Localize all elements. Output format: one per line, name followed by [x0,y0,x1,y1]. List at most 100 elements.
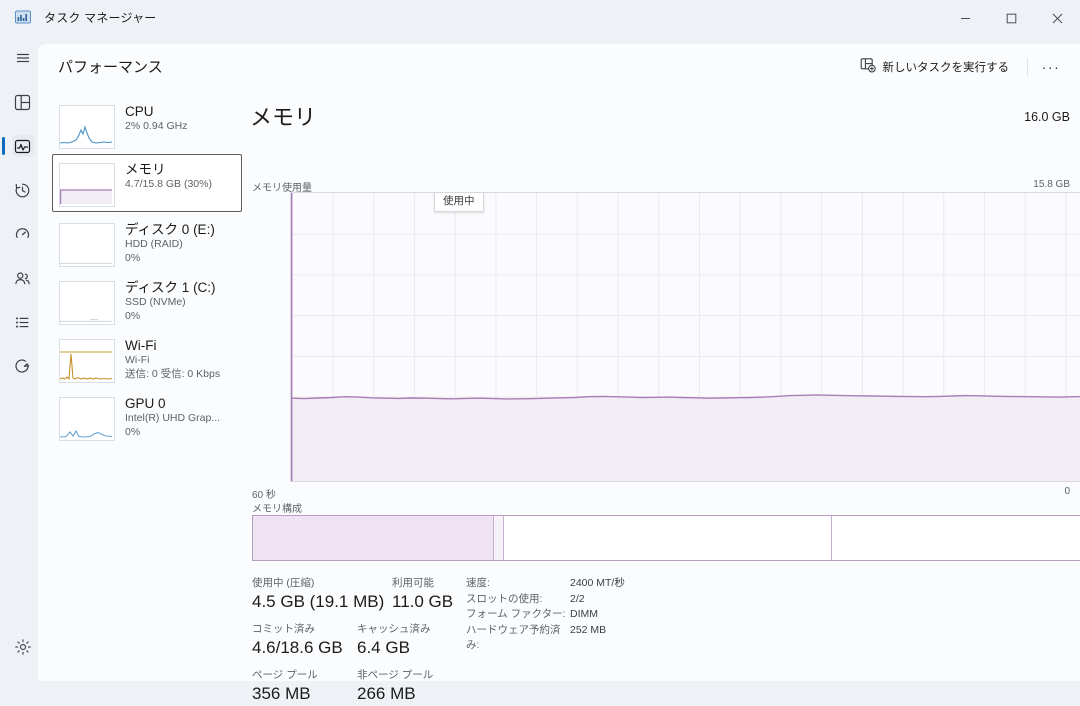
device-item-gpu0[interactable]: GPU 0 Intel(R) UHD Grap... 0% [52,388,242,444]
memory-usage-graph[interactable]: 使用中 [290,192,1080,482]
nav-services[interactable] [0,344,45,388]
memory-title: メモリ [250,105,317,130]
disk0-thumbnail-graph [59,223,115,267]
spec-row-form-factor: フォーム ファクター: DIMM [466,607,625,623]
device-item-memory[interactable]: メモリ 4.7/15.8 GB (30%) [52,154,242,212]
device-name-disk0: ディスク 0 (E:) [125,222,215,237]
stat-cached: キャッシュ済み 6.4 GB [357,622,431,660]
stat-nonpaged-pool-value: 266 MB [357,684,416,703]
device-sub2-disk0: 0% [125,251,141,264]
spec-value-speed: 2400 MT/秒 [570,577,625,589]
clock-history-icon [12,179,34,201]
device-item-wifi[interactable]: Wi-Fi Wi-Fi 送信: 0 受信: 0 Kbps [52,330,242,386]
page-title: パフォーマンス [58,59,163,76]
stat-committed-label: コミット済み [252,623,315,635]
nav-hamburger[interactable] [0,36,45,80]
disk1-thumbnail-graph [59,281,115,325]
title-bar: タスク マネージャー [0,0,1080,36]
stat-available-value: 11.0 GB [392,592,454,611]
device-sub1-cpu: 2% 0.94 GHz [125,120,188,132]
gpu0-thumbnail-graph [59,397,115,441]
spec-row-slots: スロットの使用: 2/2 [466,592,625,608]
device-sub1-disk1: SSD (NVMe) [125,296,186,308]
memory-stats: 使用中 (圧縮) 4.5 GB (19.1 MB) 利用可能 11.0 GB コ… [252,576,1080,703]
more-options-button[interactable]: ··· [1041,58,1061,75]
stat-available: 利用可能 11.0 GB [392,576,453,614]
title-bar-left: タスク マネージャー [14,8,157,26]
device-sub2-wifi: 送信: 0 受信: 0 Kbps [125,367,221,380]
list-details-icon [12,311,34,333]
device-sub1-wifi: Wi-Fi [125,354,150,366]
memory-stats-columns: 使用中 (圧縮) 4.5 GB (19.1 MB) 利用可能 11.0 GB コ… [252,576,1080,703]
graph-axis-left: 60 秒 [252,490,276,501]
spec-value-form-factor: DIMM [570,608,598,620]
nav-startup-apps[interactable] [0,212,45,256]
nav-performance[interactable] [0,124,45,168]
stat-paged-pool-value: 356 MB [252,684,311,703]
stat-nonpaged-pool-label: 非ページ プール [357,669,434,681]
wifi-thumbnail-graph [59,339,115,383]
stat-committed: コミット済み 4.6/18.6 GB [252,622,343,660]
taskmanager-icon [14,8,32,26]
composition-segment-free [832,516,1080,560]
stat-cached-value: 6.4 GB [357,638,410,657]
device-name-wifi: Wi-Fi [125,338,157,353]
memory-spec-list: 速度: 2400 MT/秒 スロットの使用: 2/2 フォーム ファクター: D… [466,576,625,654]
card-header: パフォーマンス 新しいタスクを実行する [38,44,1080,88]
minimize-button[interactable] [942,0,988,36]
close-button[interactable] [1034,0,1080,36]
nav-processes[interactable] [0,80,45,124]
device-text-memory: メモリ 4.7/15.8 GB (30%) [125,161,212,192]
device-name-memory: メモリ [125,162,166,177]
device-name-gpu0: GPU 0 [125,396,166,411]
device-item-disk0[interactable]: ディスク 0 (E:) HDD (RAID) 0% [52,214,242,270]
stat-paged-pool: ページ プール 356 MB [252,668,318,706]
run-new-task-label: 新しいタスクを実行する [882,61,1010,74]
memory-composition-bar[interactable] [252,515,1080,561]
stat-committed-value: 4.6/18.6 GB [252,638,343,657]
composition-segment-in-use [253,516,495,560]
stat-paged-pool-label: ページ プール [252,669,318,681]
nav-app-history[interactable] [0,168,45,212]
spec-value-hardware-reserved: 252 MB [570,623,607,636]
spec-value-slots: 2/2 [570,592,585,605]
nav-settings[interactable] [0,627,45,671]
device-name-cpu: CPU [125,104,154,119]
device-text-disk1: ディスク 1 (C:) SSD (NVMe) 0% [125,279,216,323]
memory-usage-max: 15.8 GB [1033,179,1070,190]
spec-key-slots: スロットの使用: [466,592,543,605]
device-sub2-disk1: 0% [125,309,141,322]
device-name-disk1: ディスク 1 (C:) [125,280,216,295]
spec-key-speed: 速度: [466,577,490,589]
nav-details[interactable] [0,300,45,344]
nav-users[interactable] [0,256,45,300]
processes-grid-icon [12,91,34,113]
maximize-button[interactable] [988,0,1034,36]
spec-key-form-factor: フォーム ファクター: [466,608,566,620]
device-text-cpu: CPU 2% 0.94 GHz [125,103,187,134]
composition-segment-modified [494,516,505,560]
users-icon [12,267,34,289]
nav-rail [0,36,45,681]
stat-in-use-label: 使用中 (圧縮) [252,577,315,589]
stat-nonpaged-pool: 非ページ プール 266 MB [357,668,433,706]
device-item-cpu[interactable]: CPU 2% 0.94 GHz [52,96,242,152]
run-new-task-button[interactable]: 新しいタスクを実行する [850,52,1020,81]
device-sub1-gpu0: Intel(R) UHD Grap... [125,412,221,424]
stat-in-use: 使用中 (圧縮) 4.5 GB (19.1 MB) [252,576,384,614]
device-item-disk1[interactable]: ディスク 1 (C:) SSD (NVMe) 0% [52,272,242,328]
device-list: CPU 2% 0.94 GHz メモリ 4.7/15.8 GB (30%) [52,96,242,446]
device-sub2-gpu0: 0% [125,425,141,438]
graph-axis-right: 0 [1064,486,1070,497]
device-sub1-disk0: HDD (RAID) [125,238,183,250]
device-sub1-memory: 4.7/15.8 GB (30%) [125,178,212,190]
toolbar-separator [1027,57,1028,76]
memory-usage-label: メモリ使用量 [252,183,312,194]
window-controls [942,0,1080,36]
memory-thumbnail-graph [59,163,115,207]
graph-tooltip: 使用中 [434,193,484,212]
performance-pulse-icon [11,135,34,157]
gear-icon [14,638,32,661]
stat-available-label: 利用可能 [392,577,434,589]
